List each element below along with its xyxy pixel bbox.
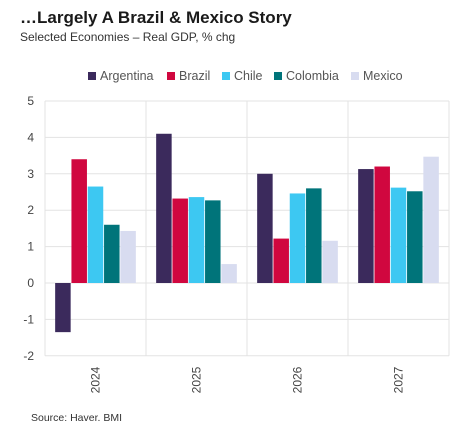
x-tick-label: 2025	[190, 366, 204, 393]
chart-subtitle: Selected Economies – Real GDP, % chg	[20, 30, 236, 44]
y-tick-label: 4	[27, 130, 34, 144]
x-axis: 2024 2025 2026 2027	[89, 366, 406, 393]
bar-mexico-2027	[423, 156, 439, 283]
bar-argentina-2026	[257, 173, 273, 283]
legend: Argentina Brazil Chile Colombia Mexico	[88, 69, 403, 83]
bar-brazil-2025	[172, 198, 188, 283]
x-tick-label: 2026	[291, 366, 305, 393]
x-tick-label: 2024	[89, 366, 103, 393]
legend-swatch-chile	[222, 72, 230, 80]
bar-mexico-2024	[120, 230, 136, 283]
bar-brazil-2024	[71, 159, 87, 283]
legend-label-mexico: Mexico	[363, 69, 403, 83]
bar-brazil-2027	[374, 166, 390, 283]
legend-label-argentina: Argentina	[100, 69, 154, 83]
bar-argentina-2027	[358, 169, 374, 283]
y-tick-label: 1	[27, 240, 34, 254]
legend-swatch-mexico	[351, 72, 359, 80]
y-tick-label: 3	[27, 167, 34, 181]
bar-brazil-2026	[273, 238, 289, 283]
y-tick-label: 2	[27, 203, 34, 217]
legend-label-brazil: Brazil	[179, 69, 210, 83]
chart-title: …Largely A Brazil & Mexico Story	[20, 8, 292, 27]
bar-colombia-2025	[205, 200, 221, 283]
legend-label-colombia: Colombia	[286, 69, 339, 83]
legend-swatch-colombia	[274, 72, 282, 80]
bar-mexico-2025	[221, 264, 237, 283]
legend-label-chile: Chile	[234, 69, 263, 83]
bar-colombia-2027	[407, 191, 423, 283]
bar-chile-2026	[289, 193, 306, 283]
x-tick-label: 2027	[392, 366, 406, 393]
y-axis: 5 4 3 2 1 0 -1 -2	[23, 94, 34, 363]
bar-chile-2024	[87, 186, 104, 283]
bar-colombia-2024	[104, 224, 120, 283]
bar-mexico-2026	[322, 240, 338, 283]
source-note: Source: Haver. BMI	[31, 412, 123, 424]
y-tick-label: -1	[23, 312, 34, 326]
bars	[55, 133, 439, 333]
gridlines	[44, 100, 450, 357]
bar-argentina-2024	[55, 283, 71, 333]
legend-swatch-brazil	[167, 72, 175, 80]
y-tick-label: 5	[27, 94, 34, 108]
y-tick-label: -2	[23, 349, 34, 363]
bar-argentina-2025	[156, 133, 172, 283]
bar-chile-2027	[390, 187, 407, 283]
bar-chile-2025	[188, 197, 205, 283]
y-tick-label: 0	[27, 276, 34, 290]
legend-swatch-argentina	[88, 72, 96, 80]
bar-colombia-2026	[306, 188, 322, 283]
